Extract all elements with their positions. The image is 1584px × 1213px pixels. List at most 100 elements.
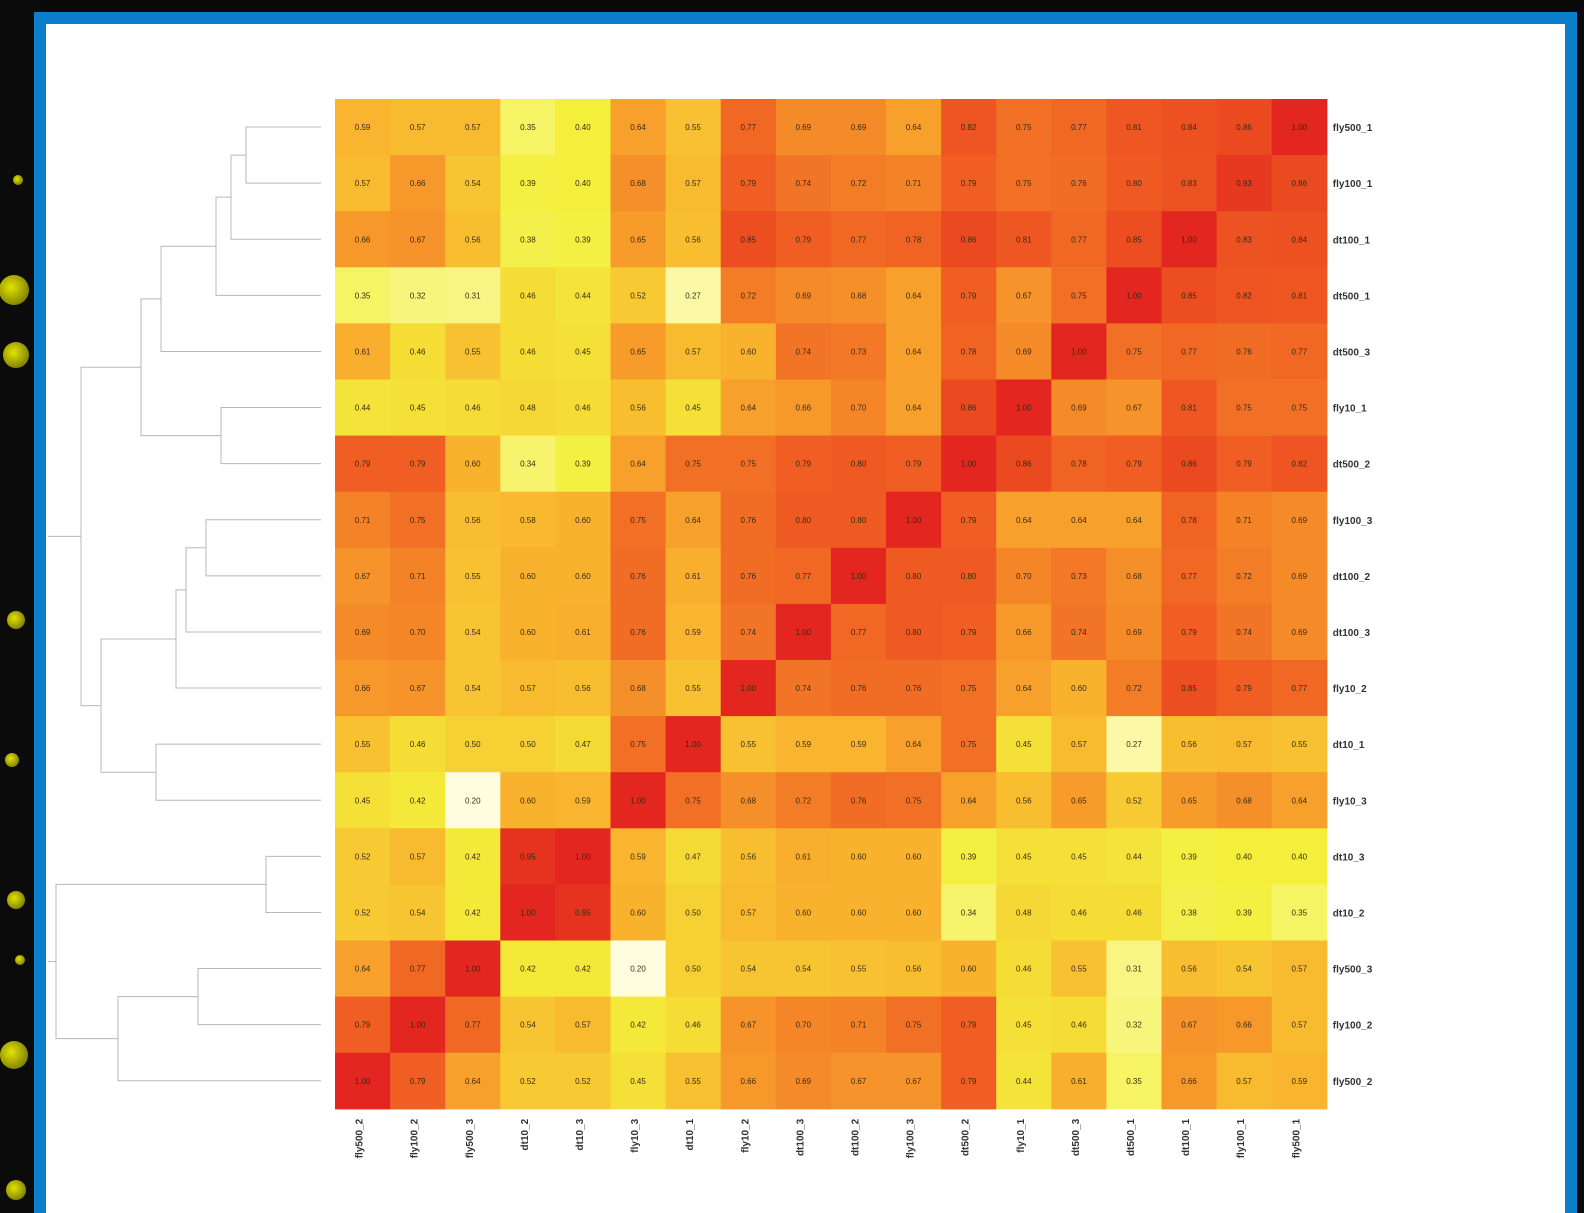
heatmap-cell (1161, 267, 1218, 324)
heatmap-value-label: 0.56 (1016, 796, 1032, 805)
heatmap-cell (1161, 99, 1218, 156)
heatmap-value-label: 0.57 (410, 852, 426, 861)
heatmap-cell (500, 828, 556, 885)
heatmap-cell (830, 211, 887, 268)
heatmap-cell (1161, 547, 1218, 605)
heatmap-value-label: 0.57 (520, 684, 536, 693)
heatmap-cell (1106, 1052, 1163, 1110)
heatmap-value-label: 0.75 (906, 1021, 922, 1030)
heatmap-cell (335, 772, 391, 829)
heatmap-value-label: 0.50 (520, 740, 536, 749)
heatmap-value-label: 0.67 (1126, 404, 1142, 413)
heatmap-value-label: 0.79 (906, 460, 922, 469)
heatmap-value-label: 0.39 (961, 852, 977, 861)
heatmap-cell (445, 99, 501, 156)
heatmap-cell (720, 884, 777, 942)
heatmap-value-label: 0.66 (796, 404, 812, 413)
heatmap-cell (500, 772, 556, 829)
heatmap-value-label: 0.55 (685, 684, 701, 693)
heatmap-cell (1216, 1052, 1273, 1110)
heatmap-cell (335, 996, 391, 1054)
heatmap-cell (886, 491, 942, 549)
heatmap-value-label: 0.66 (355, 235, 371, 244)
heatmap-cell (390, 211, 446, 268)
heatmap-cell (665, 660, 722, 717)
heatmap-value-label: 0.69 (1292, 572, 1308, 581)
heatmap-cell (390, 323, 446, 381)
heatmap-value-label: 0.34 (961, 908, 977, 917)
heatmap-cell (500, 716, 556, 773)
heatmap-value-label: 0.66 (355, 684, 371, 693)
heatmap-value-label: 0.82 (1236, 291, 1252, 300)
heatmap-cell (665, 603, 722, 661)
heatmap-value-label: 0.70 (796, 1021, 812, 1030)
heatmap-value-label: 0.45 (575, 347, 591, 356)
heatmap-cell (941, 660, 997, 717)
heatmap-value-label: 0.54 (465, 628, 481, 637)
heatmap-value-label: 0.39 (1236, 908, 1252, 917)
heatmap-value-label: 0.80 (906, 572, 922, 581)
heatmap-value-label: 0.75 (961, 740, 977, 749)
heatmap-value-label: 0.42 (410, 796, 426, 805)
heatmap-value-label: 0.54 (520, 1021, 536, 1030)
heatmap-cell (941, 1052, 997, 1110)
heatmap-value-label: 0.65 (1071, 796, 1087, 805)
row-label: dt500_2 (1333, 460, 1371, 471)
heatmap-value-label: 0.64 (906, 347, 922, 356)
heatmap-cell (1161, 491, 1218, 549)
heatmap-value-label: 0.60 (520, 628, 536, 637)
heatmap-value-label: 1.00 (906, 516, 922, 525)
heatmap-cell (1271, 716, 1328, 773)
heatmap-value-label: 1.00 (1181, 235, 1197, 244)
heatmap-cell (1271, 772, 1328, 829)
heatmap-value-label: 0.57 (410, 123, 426, 132)
heatmap-cell (1271, 1052, 1328, 1110)
heatmap-cell (555, 884, 612, 942)
heatmap-value-label: 0.76 (741, 516, 757, 525)
heatmap-value-label: 0.75 (1016, 179, 1032, 188)
heatmap-cell (445, 323, 501, 381)
heatmap-value-label: 0.71 (1236, 516, 1252, 525)
heatmap-value-label: 0.74 (796, 347, 812, 356)
heatmap-cell (720, 716, 777, 773)
dendrogram-branch (175, 589, 321, 689)
heatmap-cell (610, 660, 667, 717)
heatmap-value-label: 0.46 (1126, 908, 1142, 917)
heatmap-cell (775, 267, 832, 324)
heatmap-cell (830, 996, 887, 1054)
heatmap-value-label: 0.56 (1181, 740, 1197, 749)
row-label: fly500_2 (1333, 1077, 1373, 1088)
heatmap-cell (886, 772, 942, 829)
heatmap-cell (665, 716, 722, 773)
heatmap-cell (775, 603, 832, 661)
heatmap-value-label: 0.56 (741, 852, 757, 861)
heatmap-value-label: 0.68 (1236, 796, 1252, 805)
heatmap-cell (1271, 155, 1328, 212)
row-label: dt500_1 (1333, 291, 1371, 302)
dendrogram-branch (117, 996, 321, 1082)
heatmap-value-label: 0.40 (575, 123, 591, 132)
heatmap-value-label: 0.32 (410, 291, 426, 300)
heatmap-cell (1051, 211, 1107, 268)
heatmap-value-label: 0.67 (1016, 291, 1032, 300)
heatmap-value-label: 0.79 (1236, 684, 1252, 693)
heatmap-cell (830, 660, 887, 717)
row-label: fly100_1 (1333, 179, 1373, 190)
heatmap-cell (886, 828, 942, 885)
heatmap-value-label: 0.59 (685, 628, 701, 637)
heatmap-cell (610, 940, 667, 998)
heatmap-value-label: 0.45 (685, 404, 701, 413)
heatmap-value-label: 0.55 (1071, 965, 1087, 974)
heatmap-cell (500, 99, 556, 156)
heatmap-cell (610, 211, 667, 268)
heatmap-value-label: 0.55 (685, 1077, 701, 1086)
heatmap-value-label: 0.60 (906, 908, 922, 917)
heatmap-cell (720, 323, 777, 381)
heatmap-value-label: 0.81 (1181, 404, 1197, 413)
heatmap-cell (720, 940, 777, 998)
row-labels: fly500_1 fly100_1 dt100_1 dt500_1 dt500_3fly… (1333, 123, 1373, 1088)
column-label: dt500_1 (1126, 1118, 1137, 1156)
heatmap-cell (445, 379, 501, 437)
heatmap-value-label: 0.82 (1292, 460, 1308, 469)
heatmap-cell (390, 884, 446, 942)
